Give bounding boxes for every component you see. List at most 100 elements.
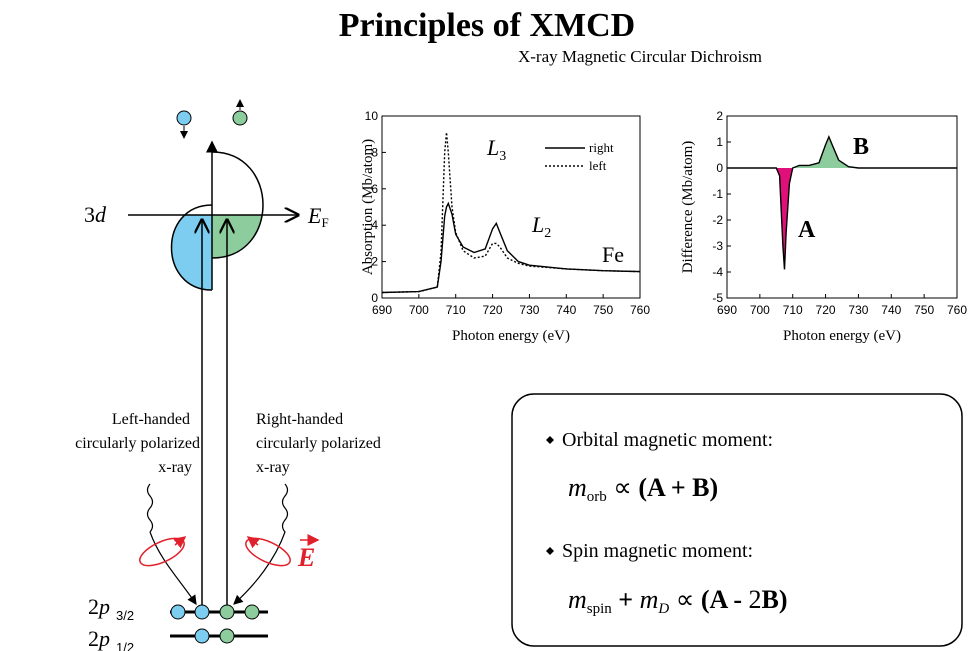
wave-right: [234, 484, 288, 604]
plot-frame: [727, 116, 957, 298]
annotation-sub: 2: [544, 226, 551, 241]
label-line: x-ray: [158, 459, 192, 476]
label-part: F: [321, 215, 328, 230]
x-tick-label: 760: [947, 303, 967, 317]
slide: Principles of XMCD X-ray Magnetic Circul…: [0, 0, 972, 651]
formula-part: (A -: [701, 585, 749, 614]
subtitle: X-ray Magnetic Circular Dichroism: [518, 47, 762, 66]
y-tick-label: 1: [716, 135, 723, 149]
formula: mspin + mD ∝ (A - 2B): [568, 585, 788, 617]
fermi-label: EF: [307, 203, 329, 230]
label-part: 3/2: [116, 608, 134, 623]
series-line: [382, 132, 640, 292]
annotation-text: B: [853, 134, 869, 160]
x-tick-label: 730: [848, 303, 868, 317]
x-tick-label: 710: [783, 303, 803, 317]
y-tick-label: -4: [712, 265, 723, 279]
diagram: [128, 100, 318, 643]
title: Principles of XMCD: [339, 7, 636, 44]
x-tick-label: 690: [717, 303, 737, 317]
electron: [220, 629, 234, 643]
annotation: Fe: [602, 242, 624, 267]
annotation-text: L: [486, 135, 499, 160]
annotation: A: [798, 217, 816, 243]
legend-label: right: [589, 140, 614, 155]
annotation-text: A: [798, 217, 816, 243]
x-tick-label: 710: [446, 303, 466, 317]
x-tick-label: 700: [750, 303, 770, 317]
label-line: x-ray: [256, 459, 290, 476]
y-tick-label: 0: [716, 161, 723, 175]
formula-part: 2: [749, 585, 762, 614]
left-label: Left-handed circularly polarized x-ray: [75, 411, 200, 476]
level-32-label: 2p 3/2: [88, 594, 134, 623]
x-tick-label: 700: [409, 303, 429, 317]
x-tick-label: 720: [816, 303, 836, 317]
annotation: L3: [486, 135, 506, 164]
formula-part: +: [612, 585, 640, 614]
label-part: 2: [88, 594, 99, 619]
area-negative: [727, 137, 957, 270]
label-part: p: [97, 626, 110, 651]
label-line: Left-handed: [112, 411, 190, 428]
x-tick-label: 720: [483, 303, 503, 317]
x-axis-label: Photon energy (eV): [783, 328, 901, 344]
label-part: E: [307, 203, 322, 228]
x-tick-label: 750: [914, 303, 934, 317]
electron: [171, 605, 185, 619]
formula-part: spin: [587, 601, 613, 617]
chart: 690700710720730740750760-5-4-3-2-1012Pho…: [680, 109, 967, 344]
annotation: L2: [531, 212, 551, 241]
label-part: 2: [88, 626, 99, 651]
bullet: [546, 436, 554, 444]
right-label: Right-handed circularly polarized x-ray: [256, 411, 381, 476]
formula-part: ∝: [669, 585, 701, 614]
x-tick-label: 750: [593, 303, 613, 317]
x-tick-label: 740: [556, 303, 576, 317]
formula-part: ∝: [607, 473, 639, 502]
formula-part: B): [762, 585, 788, 614]
electron: [220, 605, 234, 619]
y-tick-label: -3: [712, 239, 723, 253]
label-line: Right-handed: [256, 411, 343, 428]
electron: [195, 605, 209, 619]
annotation-sub: 3: [499, 149, 506, 164]
x-tick-label: 760: [630, 303, 650, 317]
field-label: E: [297, 543, 315, 572]
dos-up-fill: [212, 152, 263, 258]
y-tick-label: -5: [712, 291, 723, 305]
formula-part: m: [568, 473, 587, 502]
annotation-text: Fe: [602, 242, 624, 267]
y-axis-label: Absorption (Mb/atom): [360, 139, 376, 275]
d-level-label: 3d: [84, 202, 107, 227]
electron: [195, 629, 209, 643]
annotation-text: L: [531, 212, 544, 237]
y-tick-label: 10: [365, 109, 379, 123]
y-axis-label: Difference (Mb/atom): [680, 141, 696, 274]
formula-part: m: [640, 585, 659, 614]
polarization-left: [136, 533, 188, 571]
label-part: d: [95, 202, 107, 227]
dos-down-fill: [172, 205, 213, 290]
annotation: B: [853, 134, 869, 160]
item-text: Orbital magnetic moment:: [562, 429, 773, 451]
formula-part: (A + B): [638, 473, 718, 502]
label-part: 1/2: [116, 640, 134, 651]
formula: morb ∝ (A + B): [568, 473, 718, 505]
x-tick-label: 740: [881, 303, 901, 317]
label-line: circularly polarized: [256, 435, 381, 452]
legend-label: left: [589, 158, 607, 173]
label-line: circularly polarized: [75, 435, 200, 452]
y-tick-label: 0: [371, 291, 378, 305]
label-part: 3: [84, 202, 95, 227]
formula-part: m: [568, 585, 587, 614]
electron-down: [177, 111, 191, 125]
electron-up: [233, 111, 247, 125]
formula-part: D: [657, 601, 669, 617]
electron: [245, 605, 259, 619]
series-line: [727, 137, 957, 270]
label-part: p: [97, 594, 110, 619]
y-tick-label: 2: [716, 109, 723, 123]
formula-part: orb: [587, 489, 607, 505]
